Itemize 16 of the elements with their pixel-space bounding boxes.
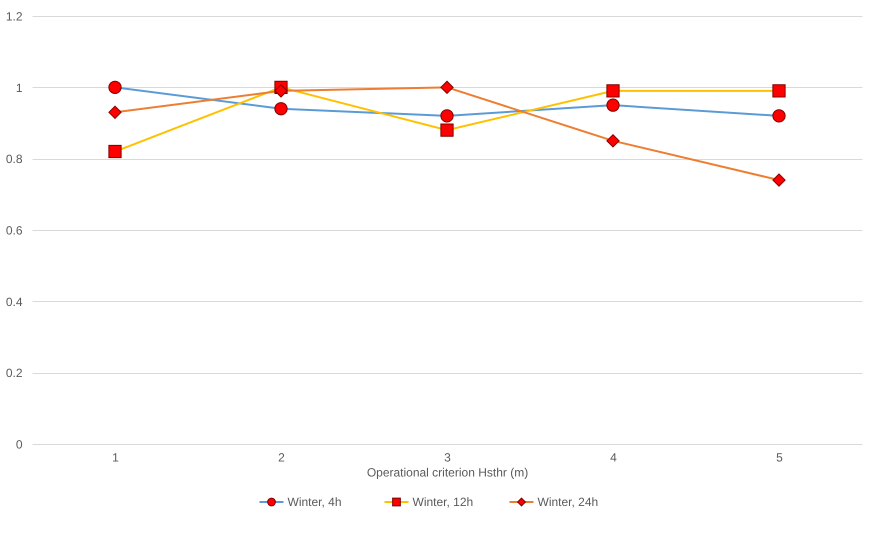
y-tick-label: 1 (16, 80, 23, 95)
legend-label: Winter, 4h (288, 495, 342, 509)
legend-label: Winter, 12h (412, 495, 474, 509)
x-axis-title: Operational criterion Hsthr (m) (366, 466, 528, 480)
y-tick-label: 0.8 (6, 152, 23, 166)
y-tick-label: 0 (16, 438, 23, 452)
x-tick-label: 2 (278, 450, 286, 464)
x-tick-label: 4 (610, 450, 618, 464)
y-tick-label: 0.4 (6, 294, 23, 309)
y-tick-label: 1.2 (6, 10, 23, 24)
x-tick-label: 5 (776, 450, 784, 464)
y-tick-label: 0.6 (6, 224, 23, 238)
x-tick-label: 1 (112, 450, 120, 464)
legend-label: Winter, 24h (538, 495, 598, 509)
y-tick-label: 0.2 (6, 366, 23, 380)
x-tick-label: 3 (444, 450, 452, 464)
